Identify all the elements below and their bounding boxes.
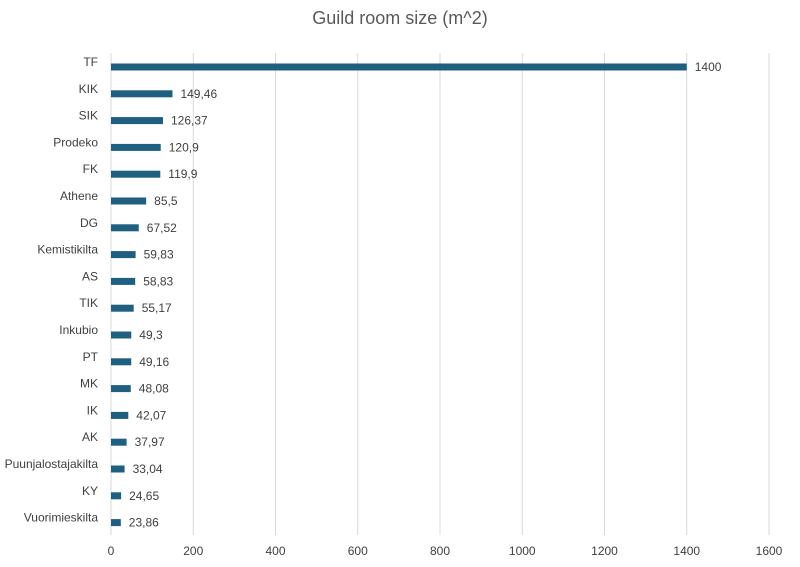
x-tick-label: 1000 xyxy=(509,544,536,558)
bar xyxy=(111,411,129,419)
category-label: FK xyxy=(83,162,98,176)
category-label: Kemistikilta xyxy=(37,243,98,257)
x-tick-label: 800 xyxy=(430,544,450,558)
category-label: AS xyxy=(82,269,98,283)
data-labels: 1400 149,46 126,37 120,9 119,9 85,5 67,52 59,83… xyxy=(129,60,722,530)
x-tick-label: 1400 xyxy=(673,544,700,558)
x-tick-label: 1200 xyxy=(591,544,618,558)
category-label: Athene xyxy=(60,189,98,203)
data-label: 49,3 xyxy=(139,328,163,342)
chart-title: Guild room size (m^2) xyxy=(312,8,488,28)
data-label: 149,46 xyxy=(180,87,217,101)
bar xyxy=(111,251,136,259)
bar xyxy=(111,519,121,527)
bar xyxy=(111,385,131,393)
data-label: 58,83 xyxy=(143,274,173,288)
category-label: Puunjalostajakilta xyxy=(5,457,99,471)
category-label: DG xyxy=(80,216,98,230)
data-label: 33,04 xyxy=(133,462,163,476)
bar xyxy=(111,224,139,232)
bar xyxy=(111,465,125,473)
data-label: 119,9 xyxy=(168,167,197,181)
category-label: TIK xyxy=(79,296,98,310)
category-label: Prodeko xyxy=(53,135,98,149)
bar xyxy=(111,304,134,312)
bar xyxy=(111,492,122,500)
data-label: 48,08 xyxy=(139,382,169,396)
bar xyxy=(111,331,132,339)
x-tick-label: 200 xyxy=(183,544,203,558)
bar xyxy=(111,277,136,285)
bar xyxy=(111,143,161,151)
data-label: 126,37 xyxy=(171,114,208,128)
category-label: PT xyxy=(83,350,99,364)
category-label: KY xyxy=(82,484,98,498)
bar xyxy=(111,117,163,125)
bars xyxy=(111,63,687,527)
x-tick-label: 1600 xyxy=(756,544,783,558)
category-label: IK xyxy=(87,403,98,417)
data-label: 42,07 xyxy=(136,408,166,422)
category-label: Inkubio xyxy=(59,323,98,337)
category-label: MK xyxy=(80,377,98,391)
x-tick-label: 600 xyxy=(348,544,368,558)
data-label: 85,5 xyxy=(154,194,178,208)
x-tick-label: 400 xyxy=(265,544,285,558)
data-label: 120,9 xyxy=(169,140,199,154)
data-label: 1400 xyxy=(695,60,722,74)
bar xyxy=(111,90,173,98)
category-label: Vuorimieskilta xyxy=(24,511,99,525)
data-label: 23,86 xyxy=(129,516,159,530)
data-label: 24,65 xyxy=(129,489,159,503)
data-label: 67,52 xyxy=(147,221,177,235)
category-label: KIK xyxy=(79,82,98,96)
bar xyxy=(111,197,147,205)
grid-lines xyxy=(110,53,770,535)
data-label: 59,83 xyxy=(144,248,174,262)
bar xyxy=(111,358,132,366)
bar xyxy=(111,63,687,71)
y-axis-tick-labels: TF KIK SIK Prodeko FK Athene DG Kemistikilta AS T… xyxy=(5,55,99,525)
bar xyxy=(111,438,127,446)
category-label: SIK xyxy=(79,109,98,123)
data-label: 49,16 xyxy=(139,355,169,369)
x-tick-label: 0 xyxy=(108,544,115,558)
category-label: AK xyxy=(82,430,98,444)
x-axis-tick-labels: 0 200 400 600 800 1000 1200 1400 1600 xyxy=(108,544,783,558)
category-label: TF xyxy=(83,55,98,69)
data-label: 55,17 xyxy=(142,301,172,315)
data-label: 37,97 xyxy=(135,435,165,449)
bar xyxy=(111,170,161,178)
